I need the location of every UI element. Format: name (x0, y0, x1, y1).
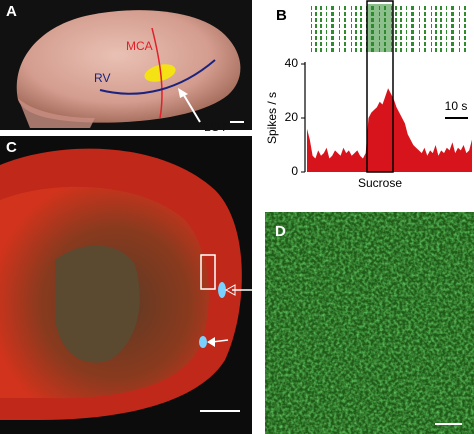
mca-line (151, 27, 163, 119)
panel-label: B (276, 7, 287, 24)
rv-line (99, 59, 216, 95)
rv-label: RV (94, 71, 110, 85)
scale-bar-label: 10 s (445, 99, 468, 113)
dye-spot (218, 282, 226, 298)
raster-response (367, 4, 393, 52)
arrow-head (178, 88, 188, 98)
panel-a: A MCA RV LOT (0, 0, 252, 134)
inner-region (55, 245, 140, 363)
arrow-head (224, 284, 236, 296)
brainstem (18, 98, 95, 128)
stimulus-box (366, 0, 394, 173)
panel-label: A (6, 3, 17, 20)
panel-label: C (6, 139, 17, 156)
y-tick-label: 20 (285, 110, 299, 124)
panel-d: D (265, 212, 474, 434)
dye-spot (199, 336, 207, 348)
panel-label: D (275, 223, 286, 240)
stimulus-label: Sucrose (358, 176, 402, 190)
psth-area (307, 88, 472, 172)
lot-label: LOT (204, 120, 228, 134)
panel-b: B 0 20 40 Spikes / s Sucrose 10 s (265, 0, 472, 190)
lot-arrow (181, 91, 201, 123)
cells (265, 212, 474, 434)
y-axis-label: Spikes / s (265, 92, 279, 144)
y-tick-label: 0 (291, 164, 298, 178)
arrow-head (207, 337, 215, 347)
y-tick-label: 40 (285, 56, 299, 70)
roi-box (200, 254, 216, 290)
panel-c: C (0, 136, 252, 434)
mca-label: MCA (126, 39, 153, 53)
